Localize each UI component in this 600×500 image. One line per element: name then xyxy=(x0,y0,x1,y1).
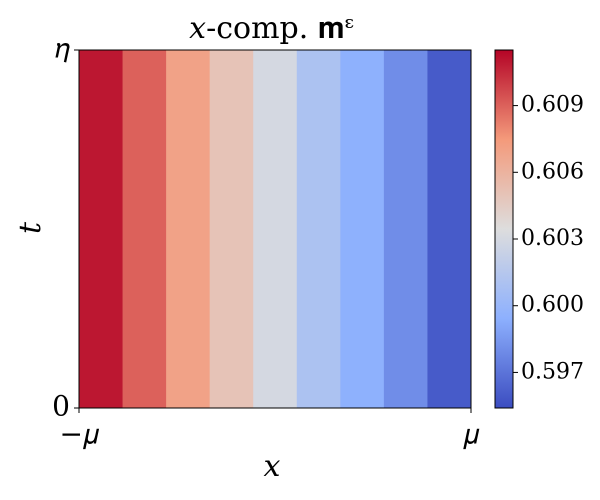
colorbar xyxy=(494,49,514,409)
heatmap-cell xyxy=(340,50,385,408)
heatmap-cell xyxy=(427,50,472,408)
heatmap-cell xyxy=(166,50,211,408)
x-tick-label: −𝜇 xyxy=(59,418,99,451)
colorbar-tick-label: 0.597 xyxy=(521,359,584,384)
heatmap-cell xyxy=(209,50,254,408)
chart-title: 𝑥-comp. 𝐦ᵋ xyxy=(189,11,355,46)
x-tick-label: 𝜇 xyxy=(463,418,480,451)
y-tick-label: 𝜂 xyxy=(55,32,70,65)
y-tick-label: 0 xyxy=(52,390,70,423)
colorbar-tick-label: 0.606 xyxy=(521,159,584,184)
colorbar-tick-label: 0.600 xyxy=(521,293,584,318)
x-axis-label: 𝑥 xyxy=(264,449,281,484)
heatmap-cell xyxy=(383,50,428,408)
colorbar-tick-label: 0.609 xyxy=(521,93,584,118)
y-axis-label: 𝑡 xyxy=(13,221,48,234)
heatmap-cell xyxy=(79,50,124,408)
heatmap-cell xyxy=(253,50,298,408)
plot-frame xyxy=(78,49,472,409)
colorbar-tick-label: 0.603 xyxy=(521,226,584,251)
heatmap-cell xyxy=(122,50,167,408)
heatmap-cell xyxy=(296,50,341,408)
